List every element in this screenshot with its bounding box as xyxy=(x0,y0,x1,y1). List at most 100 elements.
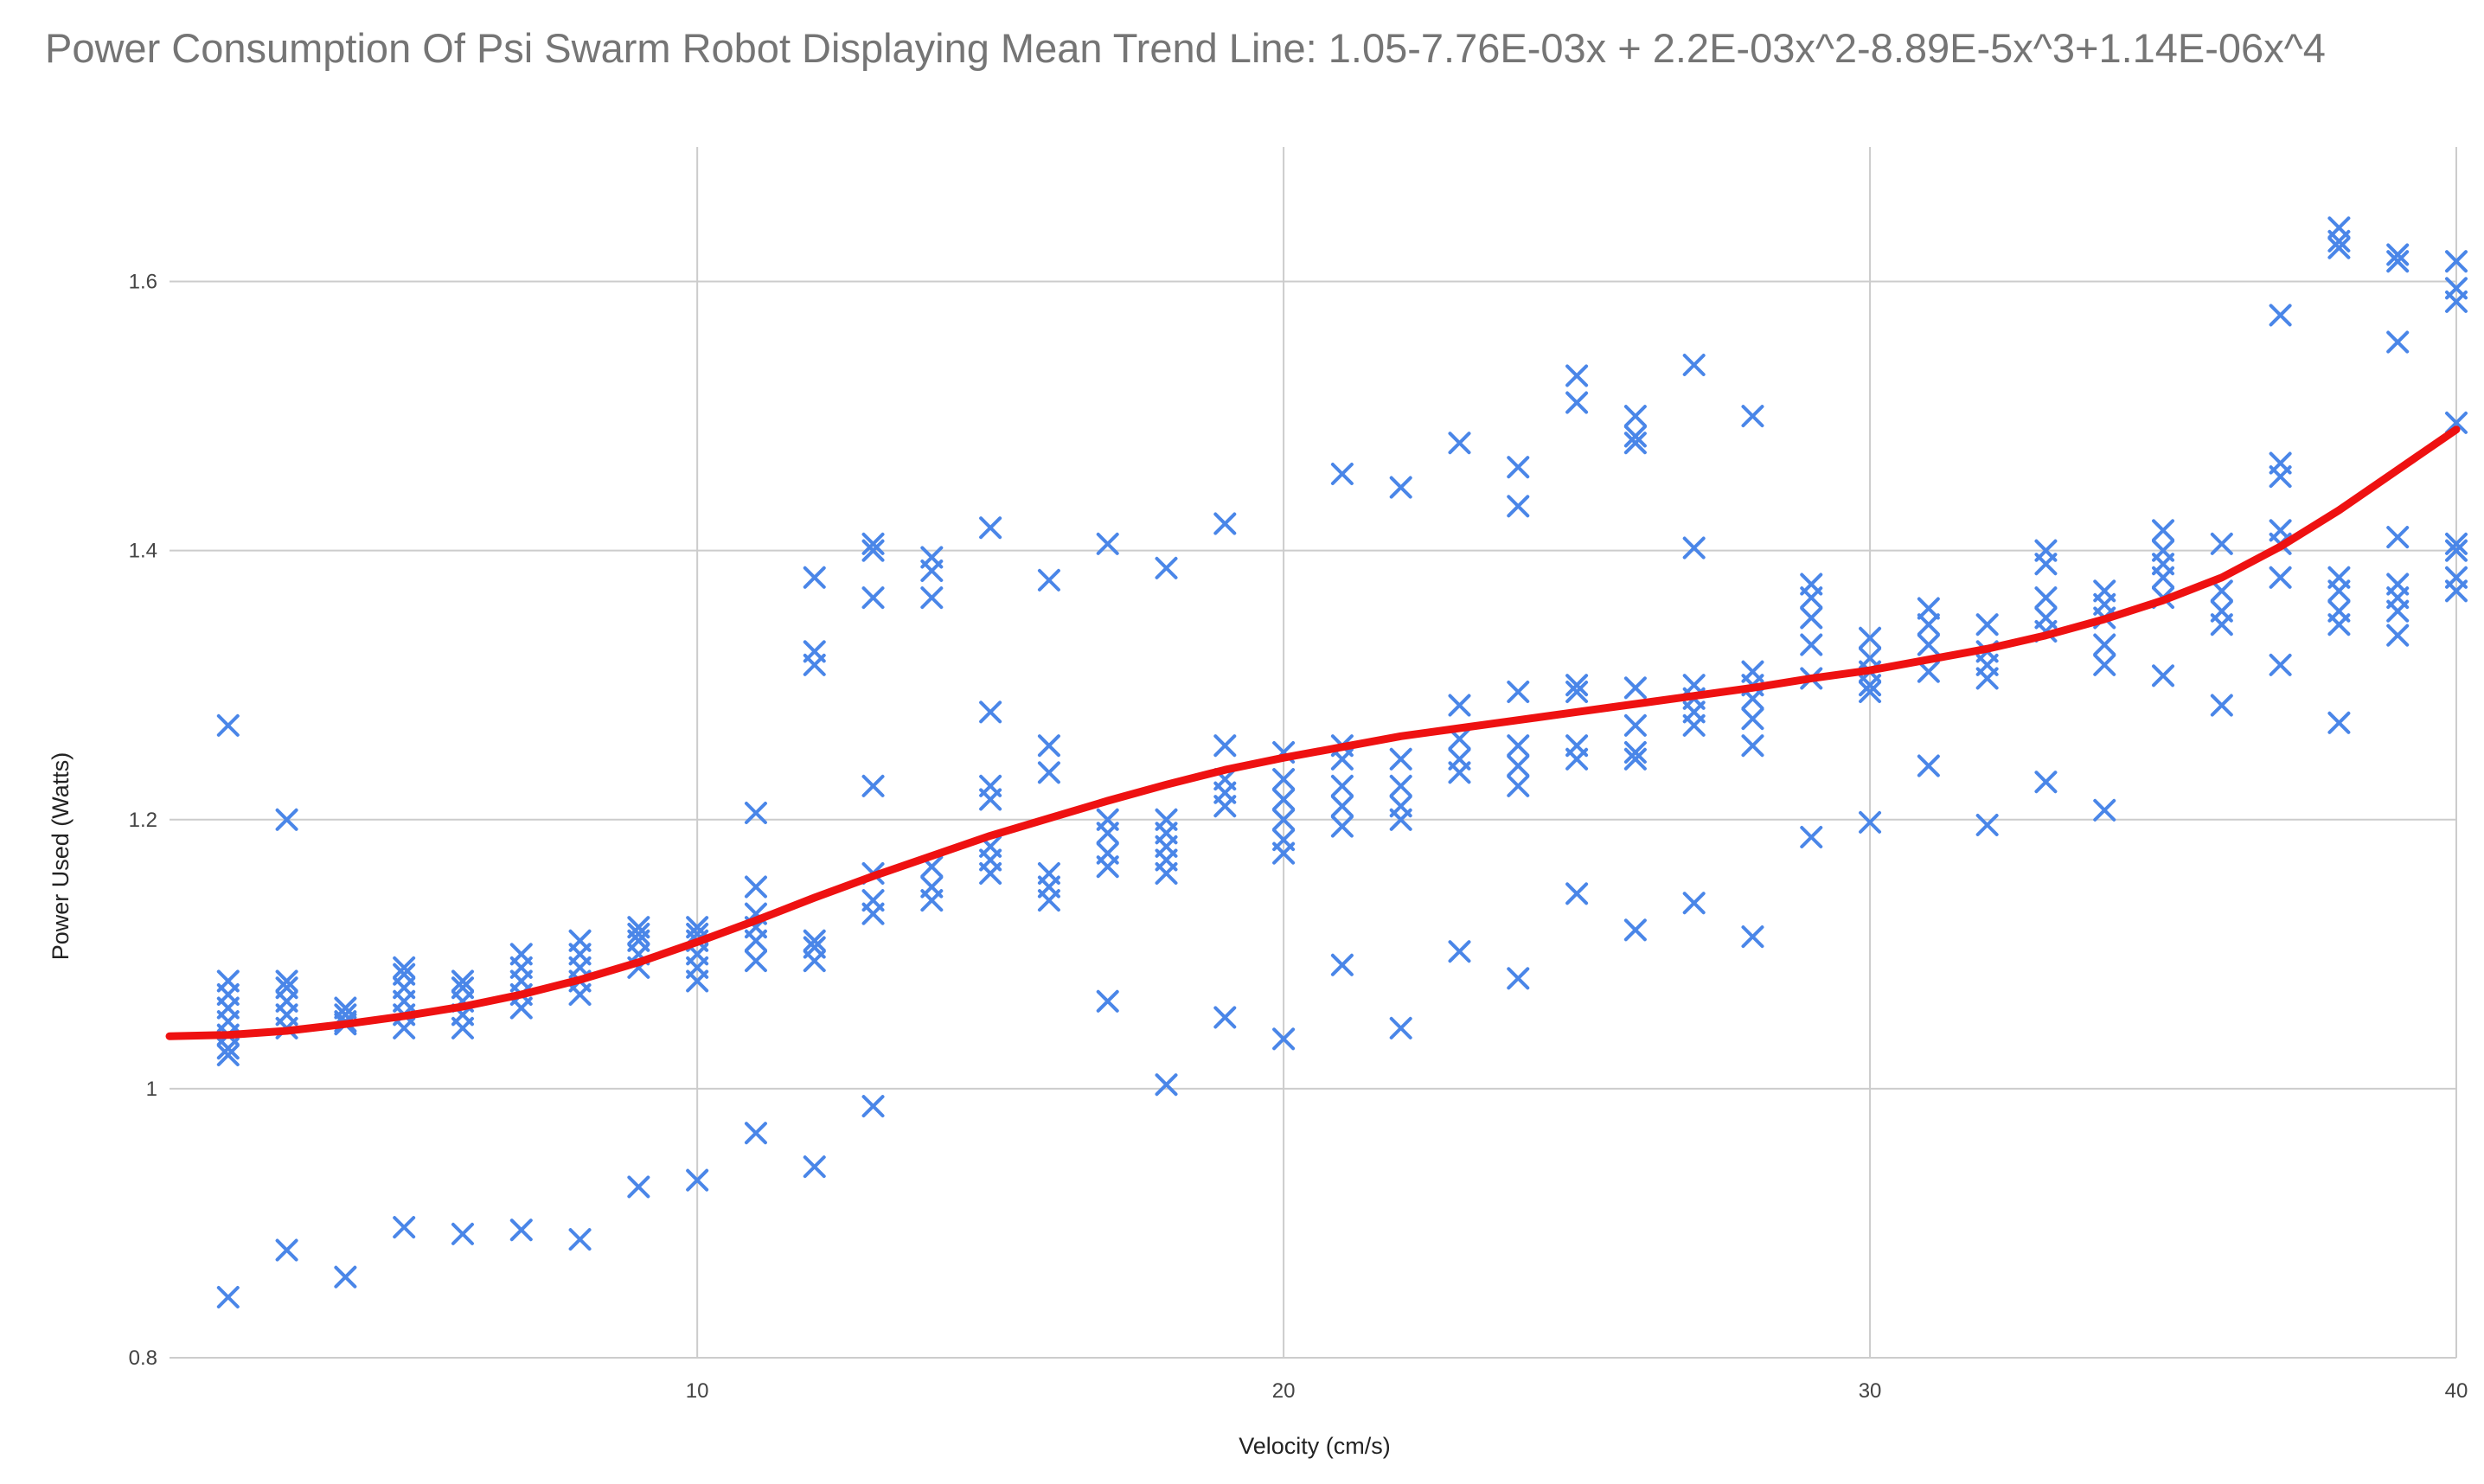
data-point xyxy=(1330,953,1354,976)
data-point xyxy=(1741,707,1764,731)
data-point xyxy=(2034,586,2058,610)
data-point xyxy=(686,969,709,993)
data-point xyxy=(1565,674,1589,697)
data-point xyxy=(1565,747,1589,771)
data-point xyxy=(1272,788,1296,811)
data-point xyxy=(1037,761,1060,784)
data-point xyxy=(509,1219,533,1242)
data-point xyxy=(451,969,474,993)
data-point xyxy=(275,808,298,831)
data-point xyxy=(1330,795,1354,818)
data-point xyxy=(1213,1006,1237,1029)
data-point xyxy=(2093,653,2116,676)
data-point xyxy=(1389,747,1412,771)
data-point xyxy=(1917,660,1940,683)
data-point xyxy=(1859,810,1882,834)
data-point xyxy=(744,875,767,899)
data-point xyxy=(1800,606,1823,630)
data-point xyxy=(1037,568,1060,592)
data-point xyxy=(1623,676,1647,700)
data-point xyxy=(2210,613,2233,636)
data-point xyxy=(803,653,826,676)
y-tick-label: 1.2 xyxy=(129,809,157,832)
data-point xyxy=(861,774,885,797)
data-point xyxy=(1155,862,1178,885)
data-point xyxy=(2152,664,2175,688)
data-point xyxy=(1682,354,1706,376)
data-point xyxy=(1389,476,1412,499)
data-point xyxy=(1623,432,1647,455)
data-point xyxy=(1800,826,1823,848)
data-point xyxy=(1623,747,1647,771)
data-point xyxy=(1917,597,1940,620)
data-point xyxy=(861,902,885,925)
data-point xyxy=(744,950,767,973)
data-point xyxy=(1565,882,1589,905)
data-point xyxy=(1917,633,1940,656)
data-point xyxy=(568,1228,592,1251)
data-point xyxy=(1565,391,1589,414)
data-point xyxy=(1565,681,1589,703)
gridlines xyxy=(170,147,2457,1359)
data-point xyxy=(2034,553,2058,576)
data-point xyxy=(334,1265,357,1289)
data-point xyxy=(1975,613,1999,636)
data-point xyxy=(2386,250,2410,273)
data-point xyxy=(2327,229,2351,253)
data-point xyxy=(275,969,298,993)
data-point xyxy=(920,586,944,610)
data-point xyxy=(2093,798,2116,822)
x-tick-label: 10 xyxy=(686,1379,709,1403)
data-point xyxy=(1507,681,1530,703)
data-point xyxy=(1975,814,1999,836)
data-point xyxy=(1096,822,1119,845)
data-point xyxy=(1507,967,1530,990)
x-axis-title: Velocity (cm/s) xyxy=(1239,1433,1391,1459)
data-point xyxy=(1330,774,1354,797)
data-point xyxy=(2445,250,2468,273)
data-point xyxy=(1389,808,1412,831)
data-point xyxy=(216,713,240,737)
data-point xyxy=(861,532,885,555)
data-point xyxy=(1096,532,1119,555)
trend-line xyxy=(165,425,2461,1040)
data-point xyxy=(979,700,1002,724)
data-point xyxy=(627,923,650,945)
data-point xyxy=(803,566,826,589)
data-point xyxy=(1623,425,1647,448)
data-point xyxy=(1448,940,1471,963)
data-point xyxy=(1330,815,1354,838)
data-point xyxy=(1565,364,1589,387)
data-point xyxy=(1448,694,1471,717)
data-point xyxy=(216,1286,240,1308)
data-point xyxy=(1623,713,1647,737)
y-tick-label: 1.4 xyxy=(129,540,157,563)
data-point xyxy=(979,516,1002,540)
data-point xyxy=(2327,579,2351,603)
data-point xyxy=(1096,855,1119,879)
data-point xyxy=(803,1155,826,1179)
data-point xyxy=(744,802,767,824)
x-tick-label: 40 xyxy=(2445,1379,2468,1403)
data-point xyxy=(2327,613,2351,636)
data-point xyxy=(393,1216,416,1239)
data-point xyxy=(1213,734,1237,758)
data-point xyxy=(2327,711,2351,734)
x-tick-labels: 10 20 30 40 xyxy=(686,1379,2468,1403)
data-point xyxy=(1741,925,1764,949)
data-point xyxy=(1917,613,1940,636)
data-point xyxy=(1741,734,1764,758)
data-point xyxy=(1859,674,1882,697)
data-point xyxy=(451,1016,474,1039)
data-point xyxy=(1975,667,1999,690)
data-point xyxy=(2034,771,2058,794)
data-point xyxy=(216,1037,240,1060)
data-point xyxy=(1682,892,1706,915)
data-point xyxy=(920,889,944,912)
data-point xyxy=(2386,599,2410,623)
chart-title: Power Consumption Of Psi Swarm Robot Dis… xyxy=(45,25,2326,71)
data-point xyxy=(2386,624,2410,647)
data-point xyxy=(2269,304,2292,327)
data-point xyxy=(1507,734,1530,758)
data-point xyxy=(2445,290,2468,313)
